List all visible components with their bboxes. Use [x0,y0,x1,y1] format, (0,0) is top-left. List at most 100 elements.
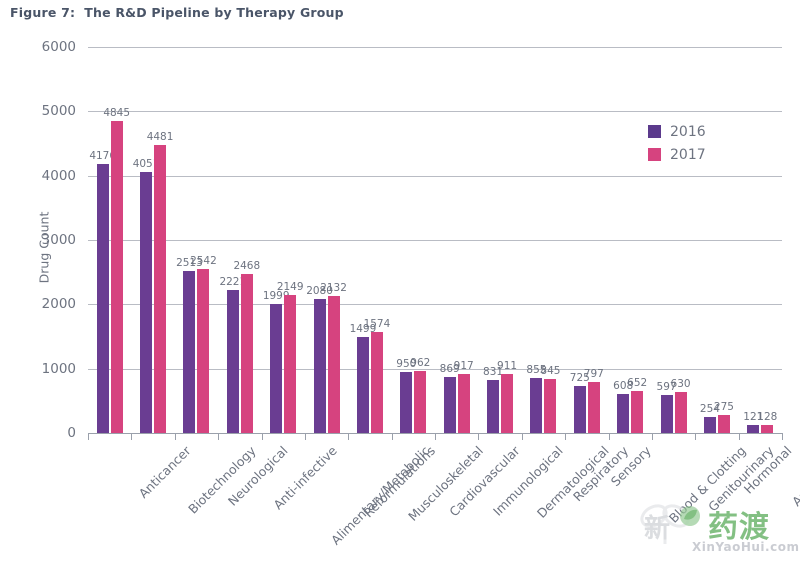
bar-2017[interactable]: 845 [540,365,560,433]
y-tick-label-6000: 6000 [41,39,76,55]
x-tick [305,433,306,440]
bar-value-label: 275 [713,401,734,414]
bar-2016[interactable]: 855 [526,364,546,433]
bar-2017[interactable]: 797 [584,368,604,433]
x-tick [739,433,740,440]
y-tick-label-4000: 4000 [41,167,76,184]
y-tick-label-5000: 5000 [41,103,76,120]
x-category-label: Anticancer [135,443,194,501]
bar-value-label: 4051 [132,158,160,171]
bar-2016[interactable]: 950 [396,358,416,433]
gridline-1000 [88,368,782,370]
legend-swatch-icon-2017 [648,148,661,161]
bar-2017[interactable]: 917 [454,360,474,433]
x-tick [175,433,176,440]
bar-value-label: 797 [583,367,604,380]
y-tick-label-0: 0 [67,425,76,441]
x-tick [88,433,89,440]
bar-value-label: 597 [656,380,677,393]
bar-value-label: 911 [497,360,518,373]
bar-value-label: 1999 [262,290,290,303]
bar-2016[interactable]: 4051 [133,158,159,433]
bar-2016[interactable]: 2513 [176,257,203,433]
x-tick [652,433,653,440]
y-tick-label-3000: 3000 [41,232,76,248]
bar-2016[interactable]: 1999 [263,290,290,433]
bar-value-label: 4481 [146,130,174,143]
bar-2016[interactable]: 608 [613,380,633,433]
bar-value-label: 4845 [103,107,131,120]
bar-value-label: 608 [613,379,634,392]
bar-value-label: 831 [483,365,504,378]
bar-2017[interactable]: 128 [757,411,777,433]
gridline-2000 [88,304,782,306]
bar-2017[interactable]: 2468 [233,260,260,433]
bar-value-label: 652 [627,377,648,390]
bar-2016[interactable]: 869 [440,363,460,433]
bar-2016[interactable]: 121 [743,411,763,433]
bar-value-label: 2080 [306,285,333,298]
bar-value-label: 917 [453,360,474,373]
gridline-4000 [88,175,782,177]
x-tick [392,433,393,440]
bar-value-label: 4176 [89,150,117,163]
x-tick [262,433,263,440]
bar-value-label: 2542 [190,255,217,268]
bar-2017[interactable]: 652 [627,377,647,433]
bar-2017[interactable]: 2149 [277,281,304,433]
bar-value-label: 2221 [219,276,247,289]
x-tick [218,433,219,440]
bar-2017[interactable]: 911 [497,360,517,433]
y-axis-title: Drug Count [36,211,52,284]
bar-2016[interactable]: 2221 [219,276,246,433]
bar-2017[interactable]: 4845 [103,107,130,433]
bar-value-label: 725 [569,372,590,385]
bar-2017[interactable]: 2542 [190,255,217,433]
page-title: Figure 7: The R&D Pipeline by Therapy Gr… [10,5,344,20]
bar-2016[interactable]: 831 [483,366,503,433]
bar-2017[interactable]: 2132 [320,282,347,433]
legend-item-2017[interactable]: 2017 [648,143,706,166]
bar-value-label: 1574 [363,317,391,330]
bar-2017[interactable]: 275 [714,401,734,433]
gridline-3000 [88,240,782,241]
bar-2016[interactable]: 2080 [306,285,333,433]
x-tick [131,433,132,440]
x-tick [609,433,610,440]
bar-value-label: 962 [410,357,431,370]
x-tick [348,433,349,440]
legend-item-2016[interactable]: 2016 [648,120,706,143]
legend-label-2016: 2016 [670,123,706,140]
bar-value-label: 121 [743,411,764,424]
bar-2017[interactable]: 630 [671,378,691,433]
bar-2017[interactable]: 962 [410,357,430,433]
bar-value-label: 855 [526,364,547,376]
bar-2017[interactable]: 1574 [364,318,390,433]
bar-2016[interactable]: 254 [700,403,720,433]
bar-2016[interactable]: 4176 [89,150,116,433]
bar-value-label: 2468 [233,260,261,273]
bar-value-label: 2132 [320,281,347,294]
bar-value-label: 2149 [276,280,304,293]
bar-value-label: 869 [439,363,460,376]
y-tick-label-1000: 1000 [41,360,76,377]
bar-2016[interactable]: 725 [570,372,590,433]
bar-value-label: 630 [670,378,691,391]
x-tick [522,433,523,440]
y-tick-label-2000: 2000 [41,296,76,313]
x-tick [695,433,696,440]
bar-2016[interactable]: 597 [657,381,677,433]
legend-swatch-icon-2016 [648,125,661,138]
chart-legend: 2016 2017 [648,120,706,166]
gridline-5000 [88,111,782,113]
bar-value-label: 1499 [349,322,377,335]
bar-2017[interactable]: 4481 [147,131,173,433]
bar-2016[interactable]: 1499 [350,323,376,433]
legend-label-2017: 2017 [670,146,706,163]
gridline-6000 [88,47,782,48]
bar-value-label: 254 [699,402,720,415]
x-tick [478,433,479,440]
x-tick [782,433,783,440]
x-tick [565,433,566,440]
